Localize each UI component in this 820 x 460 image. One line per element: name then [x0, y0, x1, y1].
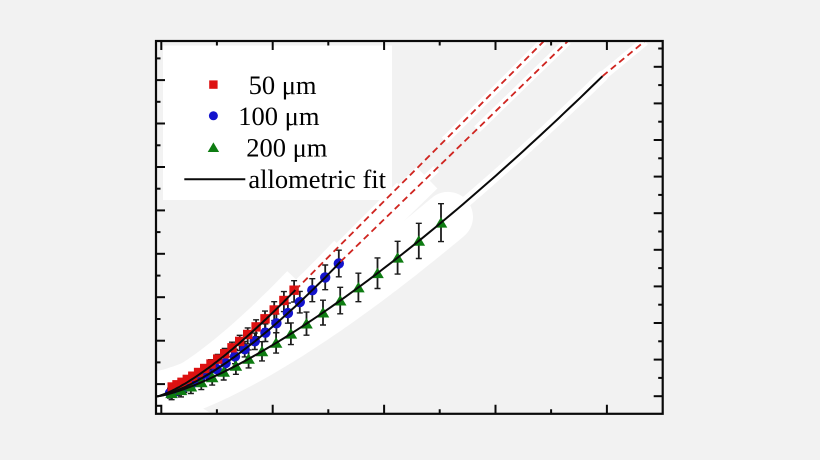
svg-text:100 μm: 100 μm [238, 101, 320, 131]
svg-text:50 μm: 50 μm [249, 70, 317, 100]
svg-text:allometric fit: allometric fit [248, 164, 386, 194]
svg-text:200 μm: 200 μm [246, 133, 328, 163]
